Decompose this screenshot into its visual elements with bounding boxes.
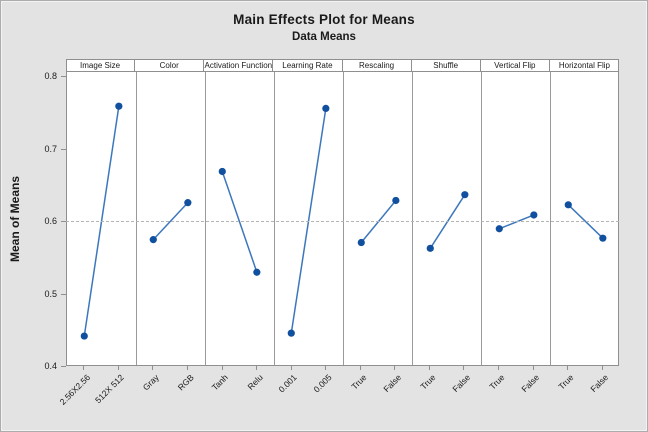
y-tick-label: 0.7	[44, 143, 57, 154]
x-tick	[186, 366, 188, 370]
data-point-marker	[564, 200, 572, 208]
data-point-marker	[495, 224, 503, 232]
data-point-marker	[288, 329, 296, 337]
panel-header: Learning Rate	[273, 59, 343, 71]
x-tick-label: 0.005	[311, 372, 334, 395]
reference-line-mean	[66, 221, 619, 222]
x-tick-label: False	[519, 372, 541, 395]
x-tick	[428, 366, 430, 370]
x-tick-label: False	[450, 372, 472, 395]
x-tick-label: Tanh	[209, 372, 230, 393]
panel-header: Color	[135, 59, 205, 71]
y-tick-label: 0.5	[44, 288, 57, 299]
x-tick-label: True	[556, 372, 576, 392]
panel-divider	[135, 71, 137, 365]
x-tick	[290, 366, 292, 370]
x-tick	[256, 366, 258, 370]
panel-divider	[481, 71, 483, 365]
x-tick-label: RGB	[175, 372, 196, 393]
panel-divider	[550, 71, 552, 365]
x-tick-label: True	[418, 372, 438, 392]
factor-panel-series	[564, 200, 607, 242]
x-tick	[601, 366, 603, 370]
chart-title: Main Effects Plot for Means	[233, 12, 415, 27]
factor-panel-series	[80, 102, 123, 340]
panel-header: Rescaling	[343, 59, 412, 71]
y-axis-title: Mean of Means	[8, 176, 22, 263]
series-line	[83, 105, 120, 336]
y-tick-label: 0.4	[44, 361, 57, 371]
series-line	[290, 107, 327, 333]
x-tick	[117, 366, 119, 370]
x-tick	[359, 366, 361, 370]
x-tick	[221, 366, 223, 370]
x-tick-label: 0.001	[276, 372, 300, 395]
data-point-marker	[218, 167, 227, 175]
y-tick	[61, 293, 66, 295]
y-tick	[61, 148, 66, 150]
factor-panel-series	[426, 190, 469, 252]
x-tick	[394, 366, 396, 370]
series-line	[152, 201, 189, 240]
x-tick	[532, 366, 534, 370]
panel-divider	[412, 71, 414, 365]
panel-header: Horizontal Flip	[558, 60, 610, 70]
x-tick-label: False	[380, 372, 403, 395]
data-point-marker	[357, 238, 365, 246]
data-point-marker	[599, 234, 607, 242]
data-point-marker	[426, 244, 434, 252]
data-point-marker	[460, 190, 469, 198]
data-point-marker	[253, 268, 261, 276]
panel-divider	[343, 71, 344, 365]
data-point-marker	[391, 196, 399, 204]
data-point-marker	[322, 104, 330, 112]
panel-header: Vertical Flip	[481, 59, 550, 71]
data-point-marker	[184, 198, 192, 206]
y-tick-label: 0.8	[44, 71, 57, 81]
factor-panel-series	[495, 210, 538, 232]
x-tick	[567, 366, 569, 370]
panel-header-band: Image Size Color Activation Function Learni…	[66, 58, 619, 72]
factor-panel-series	[357, 196, 399, 246]
y-tick-label: 0.6	[44, 216, 57, 226]
y-tick	[61, 366, 66, 367]
data-point-marker	[149, 235, 158, 243]
x-tick	[152, 366, 154, 370]
y-tick	[61, 76, 66, 77]
x-tick	[463, 366, 465, 370]
x-tick-label: True	[487, 372, 507, 392]
data-point-marker	[115, 102, 123, 110]
x-tick-label: 512X 512	[93, 372, 127, 406]
factor-panel-series	[218, 167, 261, 276]
y-tick	[61, 221, 66, 222]
x-tick-label: Gray	[140, 372, 161, 393]
x-tick-label: True	[348, 372, 369, 392]
factor-panel-series	[149, 198, 192, 243]
x-tick	[498, 366, 500, 370]
panel-divider	[273, 71, 275, 365]
x-tick-label: Relu	[245, 372, 265, 392]
panel-divider	[204, 71, 206, 365]
data-point-marker	[529, 210, 538, 219]
x-tick-label: 2.56X2.56	[57, 372, 92, 407]
x-tick	[83, 366, 85, 370]
data-point-marker	[80, 331, 88, 340]
panel-header: Shuffle	[412, 59, 481, 71]
x-tick	[325, 366, 327, 370]
panel-header: Image Size	[66, 59, 136, 71]
panel-header: Activation Function	[204, 59, 274, 71]
chart-subtitle: Data Means	[292, 31, 356, 43]
factor-panel-series	[288, 104, 330, 337]
x-tick-label: False	[588, 372, 611, 395]
plot-panels-area	[66, 71, 619, 366]
